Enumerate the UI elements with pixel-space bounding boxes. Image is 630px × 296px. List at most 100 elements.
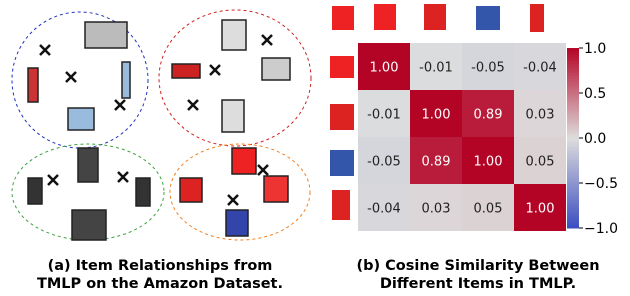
items xyxy=(28,20,290,240)
cell-label: 0.05 xyxy=(526,155,555,170)
colorbar-segment xyxy=(567,186,579,190)
item-tool xyxy=(222,100,244,132)
colorbar-segment xyxy=(567,192,579,196)
cell-label: 0.05 xyxy=(474,202,503,217)
cell-label: 1.00 xyxy=(474,155,503,170)
colorbar-segment xyxy=(567,102,579,106)
colorbar-segment xyxy=(567,54,579,58)
colorbar-segment xyxy=(567,69,579,73)
colorbar-segment xyxy=(567,210,579,214)
colorbar-segment xyxy=(567,144,579,148)
colorbar-segment xyxy=(567,138,579,142)
colorbar-segment xyxy=(567,225,579,229)
colorbar-segment xyxy=(567,90,579,94)
colorbar-segment xyxy=(567,183,579,187)
colorbar-segment xyxy=(567,81,579,85)
cell-label: 0.03 xyxy=(526,108,555,123)
colorbar-segment xyxy=(567,159,579,163)
colorbar-segment xyxy=(567,135,579,139)
colorbar-segment xyxy=(567,60,579,64)
item-scooter xyxy=(28,68,38,102)
cell-label: -0.05 xyxy=(367,155,401,170)
cell-label: 0.03 xyxy=(422,202,451,217)
item-pad xyxy=(136,178,150,206)
colorbar-segment xyxy=(567,180,579,184)
colorbar-segment xyxy=(567,84,579,88)
colorbar-segment xyxy=(567,111,579,115)
item-bell xyxy=(232,148,256,174)
colorbar-segment xyxy=(567,129,579,133)
caption: Different Items in TMLP. xyxy=(380,276,576,292)
colorbar-segment xyxy=(567,48,579,52)
colorbar-segment xyxy=(567,114,579,118)
colorbar-segment xyxy=(567,72,579,76)
colorbar-segment xyxy=(567,201,579,205)
colorbar-segment xyxy=(567,93,579,97)
item-glove xyxy=(476,6,500,30)
colorbar-tick-label: −1.0 xyxy=(584,221,618,237)
figure: (a) Item Relationships from TMLP on the … xyxy=(0,0,630,296)
item-kart xyxy=(85,22,127,48)
colorbar-segment xyxy=(567,96,579,100)
cell-label: 1.00 xyxy=(422,108,451,123)
cell-label: -0.04 xyxy=(367,202,401,217)
colorbar-segment xyxy=(567,63,579,67)
colorbar-segment xyxy=(567,57,579,61)
colorbar-segment xyxy=(567,51,579,55)
cell-label: 1.00 xyxy=(370,61,399,76)
caption: (b) Cosine Similarity Between xyxy=(356,258,599,274)
colorbar-segment xyxy=(567,174,579,178)
colorbar-segment xyxy=(567,189,579,193)
colorbar-segment xyxy=(567,171,579,175)
colorbar-segment xyxy=(567,165,579,169)
item-scooter xyxy=(68,108,94,130)
item-pad xyxy=(72,210,106,240)
colorbar-segment xyxy=(567,126,579,130)
colorbar-segment xyxy=(567,168,579,172)
colorbar-segment xyxy=(567,198,579,202)
colorbar-tick-label: 0.0 xyxy=(584,131,606,147)
cell-label: -0.04 xyxy=(523,61,557,76)
colorbar-tick-label: −0.5 xyxy=(584,176,618,192)
colorbar-segment xyxy=(567,108,579,112)
colorbar-segment xyxy=(567,156,579,160)
item-pad xyxy=(78,148,98,182)
cell-label: 0.89 xyxy=(474,108,503,123)
colorbar-segment xyxy=(567,105,579,109)
colorbar-segment xyxy=(567,132,579,136)
item-glove xyxy=(264,176,288,202)
colorbar-segment xyxy=(567,66,579,70)
colorbar-tick-label: 0.5 xyxy=(584,86,606,102)
colorbar-tick-label: 1.0 xyxy=(584,41,606,57)
cell-label: 0.89 xyxy=(422,155,451,170)
item-glove xyxy=(424,4,446,30)
colorbar-segment xyxy=(567,87,579,91)
cell-label: 1.00 xyxy=(526,202,555,217)
item-knife xyxy=(222,20,246,50)
colorbar-segment xyxy=(567,219,579,223)
item-glove xyxy=(226,210,248,236)
item-glove xyxy=(374,4,396,30)
colorbar-segment xyxy=(567,177,579,181)
colorbar-segment xyxy=(567,204,579,208)
colorbar-segment xyxy=(567,75,579,79)
panel-a xyxy=(12,10,311,240)
colorbar-segment xyxy=(567,99,579,103)
item-knife xyxy=(262,58,290,80)
item-pad xyxy=(28,178,42,204)
colorbar-segment xyxy=(567,213,579,217)
item-glove xyxy=(180,178,202,202)
colorbar-segment xyxy=(567,123,579,127)
colorbar-segment xyxy=(567,78,579,82)
colorbar-segment xyxy=(567,120,579,124)
colorbar-segment xyxy=(567,195,579,199)
caption: TMLP on the Amazon Dataset. xyxy=(37,276,283,292)
colorbar-segment xyxy=(567,150,579,154)
colorbar-segment xyxy=(567,207,579,211)
colorbar-segment xyxy=(567,141,579,145)
caption: (a) Item Relationships from xyxy=(48,258,273,274)
cell-label: -0.05 xyxy=(471,61,505,76)
item-glove xyxy=(330,104,354,130)
colorbar-segment xyxy=(567,117,579,121)
colorbar-segment xyxy=(567,162,579,166)
